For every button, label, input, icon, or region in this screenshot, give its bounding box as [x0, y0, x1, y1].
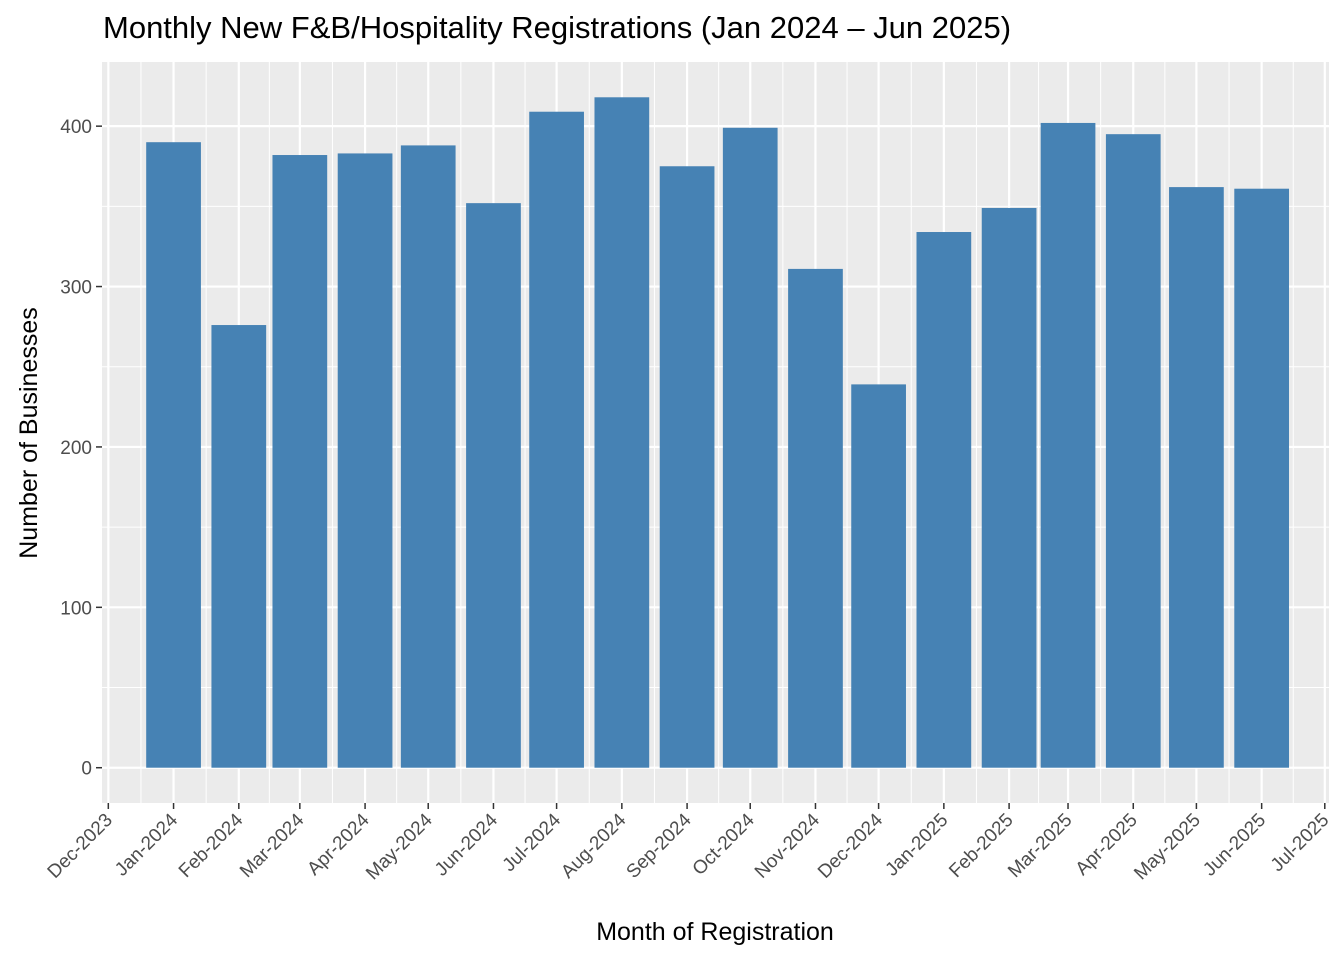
bar-jun-2025 — [1234, 188, 1290, 768]
x-tick-label: Nov-2024 — [751, 809, 824, 882]
bar-oct-2024 — [722, 127, 778, 768]
bar-apr-2024 — [337, 153, 393, 768]
bar-jun-2024 — [466, 203, 521, 768]
y-axis-title: Number of Businesses — [15, 307, 43, 559]
y-tick-label: 0 — [81, 759, 92, 780]
bar-jul-2024 — [529, 111, 584, 768]
bar-jan-2025 — [916, 232, 972, 768]
x-tick-label: Jan-2025 — [882, 810, 953, 881]
bar-dec-2024 — [851, 384, 906, 768]
y-tick-label: 300 — [60, 278, 92, 299]
bar-mar-2024 — [272, 155, 328, 768]
bar-aug-2024 — [594, 97, 650, 768]
bar-sep-2024 — [659, 166, 715, 768]
x-tick-label: Dec-2023 — [44, 810, 117, 883]
x-tick-label: Jun-2025 — [1199, 810, 1270, 881]
x-tick-label: Dec-2024 — [814, 809, 887, 882]
x-tick-label: Mar-2024 — [236, 809, 309, 882]
bar-may-2024 — [400, 145, 456, 768]
y-axis: 0 100 200 300 400 — [60, 117, 102, 780]
bar-may-2025 — [1169, 187, 1224, 768]
x-axis-title: Month of Registration — [596, 918, 834, 946]
bar-jan-2024 — [146, 142, 201, 768]
y-tick-label: 200 — [60, 438, 92, 459]
x-tick-label: Jun-2024 — [431, 809, 502, 880]
bars — [146, 97, 1290, 768]
bar-mar-2025 — [1040, 122, 1096, 768]
x-tick-label: May-2024 — [362, 809, 437, 884]
y-tick-label: 400 — [60, 117, 92, 138]
bar-feb-2025 — [981, 207, 1037, 768]
x-tick-label: Jan-2024 — [111, 809, 182, 880]
x-tick-label: Feb-2025 — [945, 810, 1017, 882]
x-tick-label: Mar-2025 — [1004, 810, 1076, 882]
x-tick-label: Aug-2024 — [557, 809, 630, 882]
bar-apr-2025 — [1105, 134, 1161, 768]
chart-title: Monthly New F&B/Hospitality Registration… — [103, 10, 1012, 45]
bar-feb-2024 — [211, 325, 267, 768]
x-axis: Dec-2023Jan-2024Feb-2024Mar-2024Apr-2024… — [44, 803, 1333, 885]
x-tick-label: Jul-2025 — [1267, 810, 1333, 876]
x-tick-label: Oct-2024 — [689, 809, 759, 879]
y-tick-label: 100 — [60, 598, 92, 619]
bar-nov-2024 — [788, 268, 843, 768]
x-tick-label: May-2025 — [1130, 810, 1205, 885]
minor-gridlines — [102, 62, 1329, 803]
x-tick-label: Feb-2024 — [175, 809, 248, 882]
x-tick-label: Jul-2024 — [499, 809, 566, 876]
x-tick-label: Sep-2024 — [623, 809, 696, 882]
